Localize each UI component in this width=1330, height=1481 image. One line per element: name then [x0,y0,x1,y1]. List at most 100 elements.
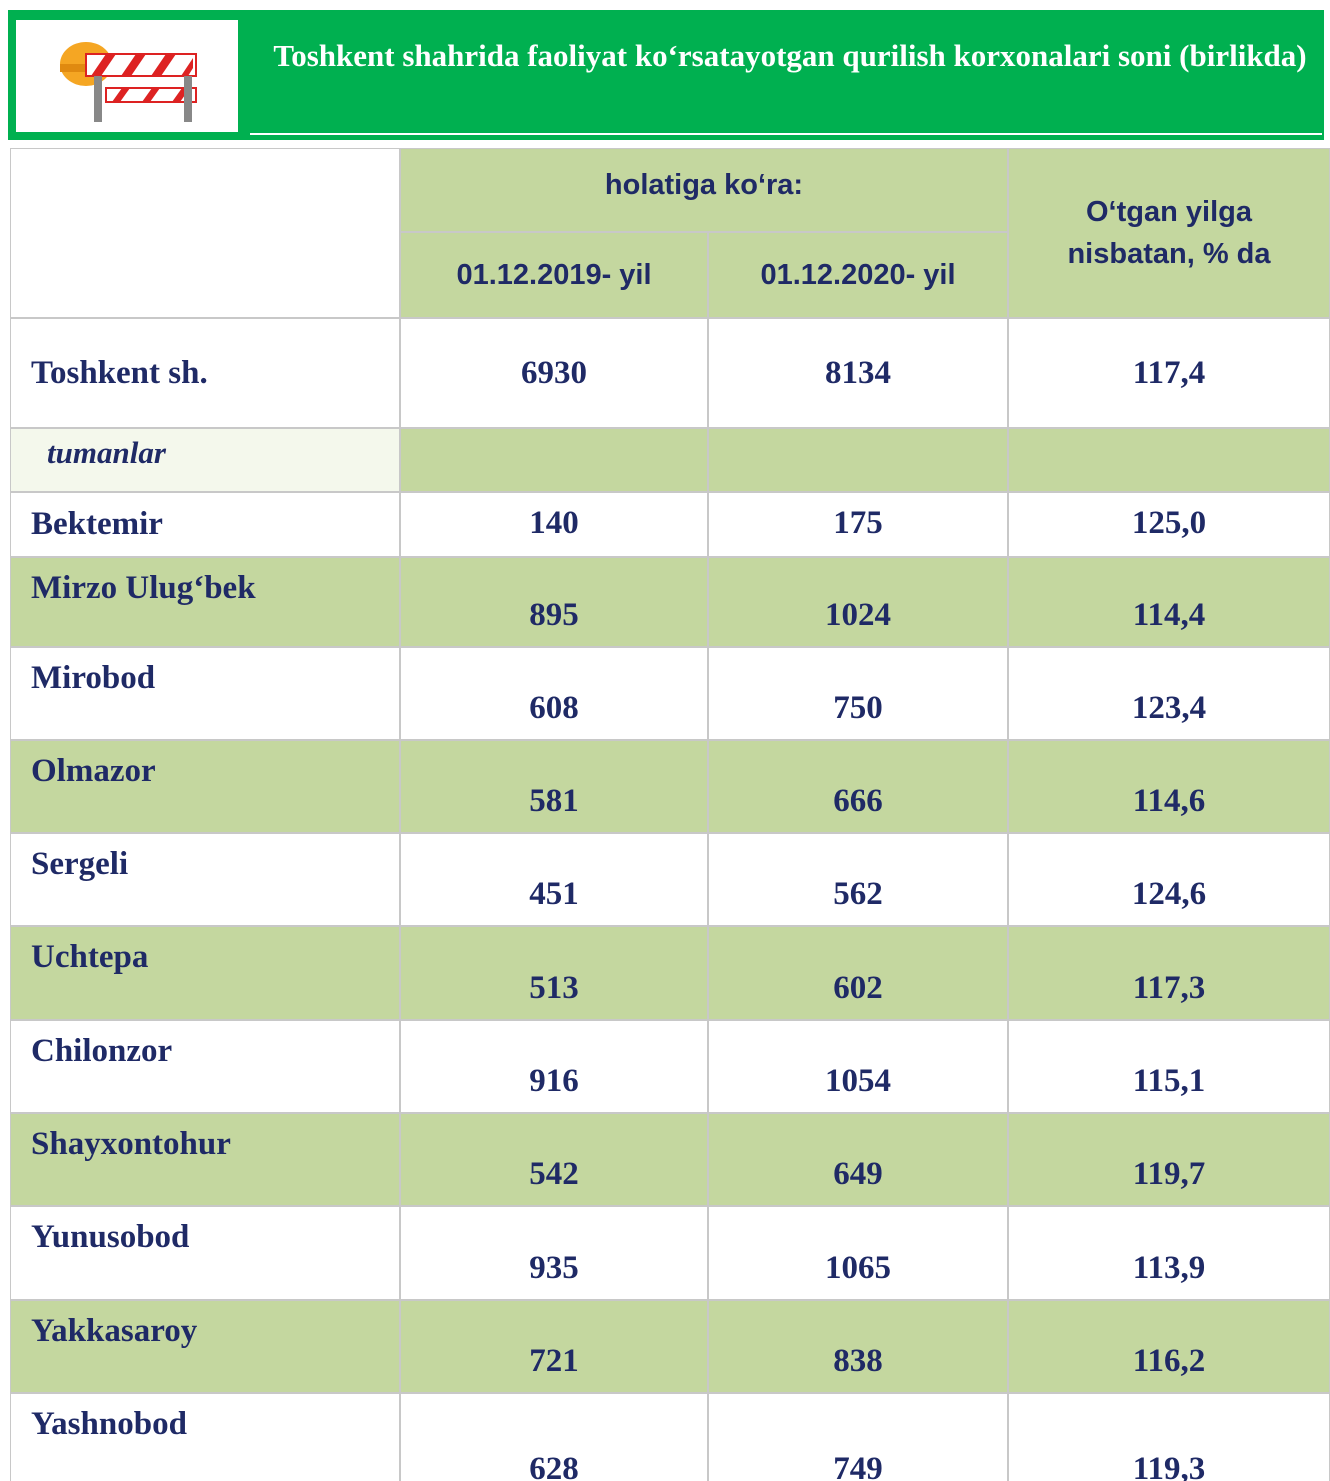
value-cell: 602 [708,926,1008,1020]
row-label: Bektemir [31,506,163,543]
row-label: Chilonzor [31,1033,172,1070]
value: 124,6 [1132,876,1206,913]
row-label-cell: Bektemir [10,492,400,557]
value-cell: 649 [708,1113,1008,1206]
value-cell: 117,4 [1008,318,1330,428]
change-header: O‘tgan yilga nisbatan, % da [1029,191,1309,275]
row-label: Sergeli [31,846,128,883]
value-cell: 608 [400,647,708,740]
value-cell: 115,1 [1008,1020,1330,1113]
value: 1024 [825,597,891,634]
value-cell: 1065 [708,1206,1008,1300]
value-cell: 124,6 [1008,833,1330,926]
row-label-cell: Uchtepa [10,926,400,1020]
value: 1065 [825,1250,891,1287]
value: 542 [529,1156,579,1193]
title: Toshkent shahrida faoliyat ko‘rsatayotga… [270,36,1310,76]
value-cell: 114,4 [1008,557,1330,647]
value: 602 [833,970,883,1007]
value-cell: 119,7 [1008,1113,1330,1206]
page: Toshkent shahrida faoliyat ko‘rsatayotga… [0,0,1330,1481]
value: 117,4 [1133,355,1205,392]
value: 649 [833,1156,883,1193]
value-cell: 721 [400,1300,708,1393]
value: 119,3 [1133,1451,1205,1481]
title-rule [250,133,1322,135]
column-header-cell: 01.12.2019- yil [400,232,708,318]
value: 123,4 [1132,690,1206,727]
value-cell: 1024 [708,557,1008,647]
value-cell: 125,0 [1008,492,1330,557]
row-label-cell: Yunusobod [10,1206,400,1300]
row-label: Yunusobod [31,1219,189,1256]
row-label-cell: Yakkasaroy [10,1300,400,1393]
empty-cell [1008,428,1330,492]
value-cell: 119,3 [1008,1393,1330,1481]
value-cell: 6930 [400,318,708,428]
row-label: Olmazor [31,753,156,790]
value: 666 [833,783,883,820]
value: 140 [529,505,579,542]
value: 119,7 [1133,1156,1205,1193]
value: 608 [529,690,579,727]
value: 115,1 [1133,1063,1205,1100]
value: 721 [529,1343,579,1380]
value: 125,0 [1132,505,1206,542]
value-cell: 895 [400,557,708,647]
value-cell: 562 [708,833,1008,926]
value: 6930 [521,355,587,392]
section-label: tumanlar [47,435,166,491]
row-label: Yakkasaroy [31,1313,197,1350]
value: 113,9 [1133,1250,1205,1287]
value-cell: 666 [708,740,1008,833]
value-cell: 1054 [708,1020,1008,1113]
icon-box [14,18,240,134]
value-cell: 113,9 [1008,1206,1330,1300]
value-cell: 123,4 [1008,647,1330,740]
value-cell: 451 [400,833,708,926]
value: 1054 [825,1063,891,1100]
barrier-icon [46,26,206,126]
row-label: Mirzo Ulug‘bek [31,570,256,607]
value-cell: 8134 [708,318,1008,428]
change-header-cell: O‘tgan yilga nisbatan, % da [1008,148,1330,318]
value-cell: 513 [400,926,708,1020]
group-header-cell: holatiga ko‘ra: [400,148,1008,232]
row-label: Shayxontohur [31,1126,231,1163]
value: 749 [833,1451,883,1481]
row-label-cell: Olmazor [10,740,400,833]
value: 895 [529,597,579,634]
value-cell: 749 [708,1393,1008,1481]
value: 117,3 [1133,970,1205,1007]
value-cell: 116,2 [1008,1300,1330,1393]
row-label-cell: Mirobod [10,647,400,740]
value-cell: 750 [708,647,1008,740]
row-label-cell: Yashnobod [10,1393,400,1481]
value-cell: 114,6 [1008,740,1330,833]
row-label-cell: Mirzo Ulug‘bek [10,557,400,647]
value: 916 [529,1063,579,1100]
row-label: Uchtepa [31,939,148,976]
value-cell: 838 [708,1300,1008,1393]
value: 114,6 [1133,783,1205,820]
value: 8134 [825,355,891,392]
value: 513 [529,970,579,1007]
value-cell: 542 [400,1113,708,1206]
row-label: Yashnobod [31,1406,187,1443]
value-cell: 916 [400,1020,708,1113]
value-cell: 140 [400,492,708,557]
corner-cell [10,148,400,318]
value: 562 [833,876,883,913]
value: 175 [833,505,883,542]
row-label-cell: Sergeli [10,833,400,926]
value: 838 [833,1343,883,1380]
value: 114,4 [1133,597,1205,634]
value-cell: 581 [400,740,708,833]
row-label-cell: Shayxontohur [10,1113,400,1206]
row-label: Toshkent sh. [31,355,208,392]
value-cell: 628 [400,1393,708,1481]
empty-cell [400,428,708,492]
value-cell: 935 [400,1206,708,1300]
value: 935 [529,1250,579,1287]
value: 628 [529,1451,579,1481]
